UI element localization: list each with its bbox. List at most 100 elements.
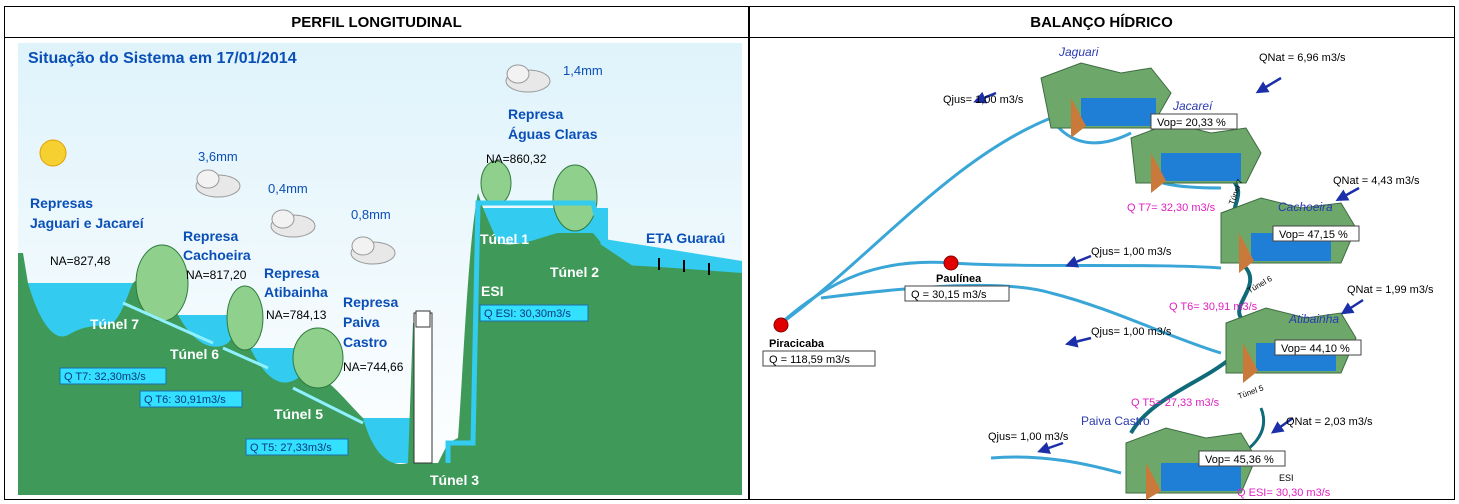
rain-cachoeira: 3,6mm	[198, 149, 238, 164]
label-esi: ESI	[481, 283, 504, 299]
paulinea-q-box	[904, 285, 1010, 302]
vop-4: Vop= 45,36 %	[1205, 454, 1274, 466]
vop-box-2	[1272, 225, 1360, 242]
vop-box-4	[1198, 450, 1286, 467]
qjus-3: Qjus= 1,00 m3/s	[1091, 326, 1172, 338]
label-atibainha-2: Atibainha	[264, 284, 328, 300]
qesi-flow: Q ESI= 30,30 m3/s	[1237, 487, 1331, 499]
balance-diagram: Jaguari Jacareí Cachoeira Atibainha Paiv…	[762, 45, 1434, 500]
label-atibainha-1: Represa	[264, 265, 319, 281]
qnat-1: QNat = 6,96 m3/s	[1259, 52, 1346, 64]
esi-tower	[413, 312, 433, 464]
label-paiva-1: Represa	[343, 294, 398, 310]
river-paulinea-2	[820, 283, 1222, 355]
hill-2	[226, 285, 264, 351]
arrow-qjus3	[1064, 335, 1092, 348]
profile-diagram: Situação do Sistema em 17/01/2014 1,4mm …	[18, 43, 742, 495]
vop-3: Vop= 44,10 %	[1281, 343, 1350, 355]
tunnel-line-5	[292, 386, 364, 425]
figure-frame: PERFIL LONGITUDINAL BALANÇO HÍDRICO	[4, 6, 1455, 500]
label-aguas-1: Represa	[508, 106, 563, 122]
esi-label: ESI	[1279, 473, 1294, 483]
reservoir-jaguari-img	[1040, 62, 1172, 138]
eta-marker-2	[683, 260, 685, 272]
profile-title: Situação do Sistema em 17/01/2014	[28, 50, 297, 67]
flow-qt6: Q T6: 30,91m3/s	[144, 394, 226, 406]
label-eta: ETA Guaraú	[646, 230, 725, 246]
piracicaba-q-box	[762, 350, 876, 367]
label-jaguari-2: Jaguari e Jacareí	[30, 215, 145, 231]
hill-1	[135, 244, 189, 322]
qjus-2: Qjus= 1,00 m3/s	[1091, 246, 1172, 258]
qnat-2: QNat = 4,43 m3/s	[1333, 175, 1420, 187]
flow-qt5: Q T5: 27,33m3/s	[250, 442, 332, 454]
vop-box-3	[1274, 339, 1362, 356]
label-jaguari-1: Represas	[30, 195, 93, 211]
paulinea-name: Paulínea	[936, 273, 982, 285]
arrow-qjus1	[973, 91, 997, 104]
label-tunel6: Túnel 6	[170, 346, 219, 362]
label-tunel7: Túnel 7	[90, 316, 139, 332]
label-aguas-2: Águas Claras	[508, 126, 598, 142]
tunnel-6-curve	[1237, 261, 1253, 320]
vop-2: Vop= 47,15 %	[1279, 229, 1348, 241]
paulinea-marker	[943, 255, 959, 271]
label-tunel2: Túnel 2	[550, 264, 599, 280]
arrow-qnat3	[1340, 298, 1364, 315]
label-cachoeira-1: Represa	[183, 228, 238, 244]
qt6-flow: Q T6= 30,91 m3/s	[1169, 301, 1258, 313]
piracicaba-name: Piracicaba	[769, 338, 825, 350]
sun-icon	[39, 139, 67, 167]
label-tunel1: Túnel 1	[480, 231, 529, 247]
label-paiva-3: Castro	[343, 334, 387, 350]
hill-4	[480, 160, 512, 206]
flow-box-qt6	[139, 390, 243, 408]
cloud-icon	[350, 236, 396, 265]
rain-aguas-claras: 1,4mm	[563, 63, 603, 78]
label-aguas-na: NA=860,32	[486, 152, 547, 166]
cloud-icon	[195, 169, 241, 198]
qjus-1: Qjus= 1,00 m3/s	[943, 94, 1024, 106]
arrow-qnat4	[1270, 416, 1294, 434]
label-cachoeira-2: Cachoeira	[183, 247, 251, 263]
rain-atibainha: 0,4mm	[268, 181, 308, 196]
name-cachoeira: Cachoeira	[1278, 200, 1333, 214]
vop-box-1	[1150, 113, 1238, 130]
eta-marker-3	[708, 263, 710, 275]
label-jaguari-na: NA=827,48	[50, 254, 111, 268]
label-tunel5: Túnel 5	[274, 406, 323, 422]
hill-3	[292, 327, 344, 389]
flow-qesi: Q ESI: 30,30m3/s	[484, 308, 571, 320]
qt7-flow: Q T7= 32,30 m3/s	[1127, 202, 1216, 214]
flow-box-qt5	[245, 438, 349, 456]
river-paiva	[990, 455, 1122, 475]
header-perfil: PERFIL LONGITUDINAL	[5, 7, 749, 38]
arrow-qjus4	[1037, 441, 1064, 454]
cloud-icon	[505, 64, 551, 93]
flow-qt7: Q T7: 32,30m3/s	[64, 371, 146, 383]
label-atibainha-na: NA=784,13	[266, 308, 327, 322]
name-jaguari: Jaguari	[1058, 45, 1099, 59]
qnat-3: QNat = 1,99 m3/s	[1347, 284, 1434, 296]
label-cachoeira-na: NA=817,20	[186, 268, 247, 282]
vop-1: Vop= 20,33 %	[1157, 117, 1226, 129]
tunel5-label: Túnel 5	[1237, 383, 1266, 401]
arrow-qnat2	[1335, 186, 1360, 202]
tunnel-5-curve	[1129, 356, 1233, 435]
terrain-profile	[18, 193, 742, 495]
flow-box-qt7	[59, 367, 167, 385]
qnat-4: QNat = 2,03 m3/s	[1286, 416, 1373, 428]
header-balanco: BALANÇO HÍDRICO	[749, 7, 1454, 38]
label-paiva-na: NA=744,66	[343, 360, 404, 374]
paulinea-q: Q = 30,15 m3/s	[911, 289, 987, 301]
reservoir-jacarei-img	[1130, 122, 1262, 193]
tunnel-line-6	[222, 346, 269, 370]
label-paiva-2: Paiva	[343, 314, 380, 330]
flow-box-qesi	[479, 304, 589, 322]
rain-paiva: 0,8mm	[351, 207, 391, 222]
cloud-icon	[270, 209, 316, 238]
name-atibainha: Atibainha	[1288, 312, 1339, 326]
esi-top	[415, 310, 431, 328]
qjus-4: Qjus= 1,00 m3/s	[988, 431, 1069, 443]
eta-marker-1	[658, 258, 660, 270]
